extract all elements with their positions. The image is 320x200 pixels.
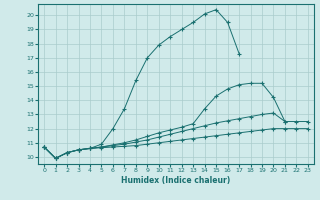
X-axis label: Humidex (Indice chaleur): Humidex (Indice chaleur) <box>121 176 231 185</box>
